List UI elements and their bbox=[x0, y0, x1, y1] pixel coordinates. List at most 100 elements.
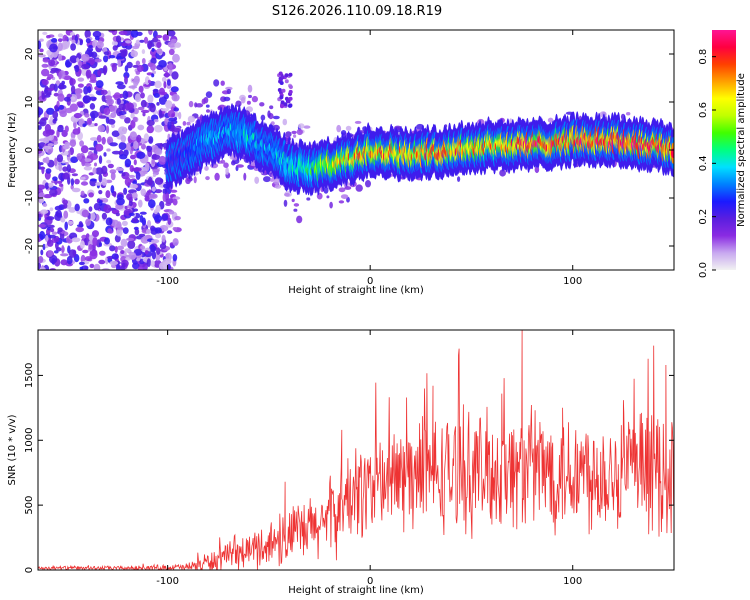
spectrogram-cell bbox=[120, 50, 127, 58]
spectrogram-cell bbox=[150, 63, 156, 71]
snr-xtick-label: 100 bbox=[563, 576, 582, 587]
spectrogram-cell bbox=[66, 164, 72, 173]
spectrogram-cell bbox=[173, 116, 178, 121]
snr-ytick-label: 1500 bbox=[24, 363, 35, 388]
spectrogram-cell bbox=[135, 60, 141, 66]
spectrogram-cell bbox=[150, 144, 159, 153]
spectrogram-cell bbox=[66, 255, 73, 265]
spectrogram-cell bbox=[58, 145, 63, 153]
spectrogram-cell bbox=[120, 135, 127, 143]
spectrogram-cell bbox=[79, 39, 83, 46]
spectrogram-cell bbox=[135, 171, 141, 180]
spectrogram-cell bbox=[62, 145, 70, 150]
spectrogram-cell bbox=[279, 81, 284, 85]
spectrogram-cell bbox=[42, 58, 50, 63]
spectrogram-cell bbox=[48, 59, 56, 67]
spectrogram-cell bbox=[143, 36, 149, 44]
spectrogram-cell bbox=[141, 143, 146, 150]
spectrogram-cell bbox=[122, 227, 129, 235]
spectrogram-ytick-label: -10 bbox=[24, 190, 35, 206]
spectrogram-cell bbox=[293, 208, 298, 212]
spectrogram-cell bbox=[54, 157, 58, 167]
spectrogram-cell bbox=[83, 162, 92, 167]
spectrogram-cell bbox=[205, 176, 210, 181]
spectrogram-cell bbox=[161, 213, 169, 221]
spectrogram-cell bbox=[70, 85, 76, 94]
spectrogram-cell bbox=[240, 96, 246, 104]
spectrogram-cell bbox=[38, 223, 46, 228]
spectrogram-cell bbox=[58, 183, 64, 187]
spectrogram-cell bbox=[51, 231, 58, 235]
spectrogram-cell bbox=[153, 93, 160, 98]
spectrogram-cell bbox=[120, 238, 128, 247]
spectrogram-cell bbox=[47, 74, 54, 79]
spectrogram-cell bbox=[124, 158, 132, 168]
spectrogram-cell bbox=[74, 203, 80, 212]
spectrogram-cell bbox=[100, 89, 108, 96]
spectrogram-cell bbox=[110, 112, 117, 119]
spectrogram-cell bbox=[162, 34, 170, 41]
spectrogram-cell bbox=[158, 91, 168, 96]
spectrogram-cell bbox=[283, 102, 288, 107]
spectrogram-cell bbox=[174, 216, 181, 221]
spectrogram-cell bbox=[123, 149, 129, 157]
spectrogram-cell bbox=[298, 123, 305, 129]
spectrogram-cell bbox=[144, 196, 150, 202]
spectrogram-cell bbox=[101, 198, 109, 203]
spectrogram-cell bbox=[281, 88, 286, 93]
spectrogram-cell bbox=[223, 162, 229, 168]
spectrogram-cell bbox=[109, 142, 118, 147]
spectrogram-cell bbox=[115, 212, 120, 217]
spectrogram-cell bbox=[78, 261, 85, 266]
spectrogram-cell bbox=[103, 152, 107, 157]
spectrogram-cell bbox=[144, 162, 150, 172]
spectrogram-cell bbox=[95, 182, 102, 186]
spectrogram-cell bbox=[111, 123, 115, 129]
spectrogram-cell bbox=[79, 140, 84, 147]
spectrogram-cell bbox=[74, 34, 78, 44]
spectrogram-cell bbox=[119, 115, 127, 120]
spectrogram-cell bbox=[111, 150, 121, 155]
spectrogram-cell bbox=[165, 202, 172, 206]
spectrogram-cell bbox=[49, 189, 58, 196]
spectrogram-cell bbox=[170, 189, 178, 193]
spectrogram-cell bbox=[59, 110, 67, 118]
spectrogram-cell bbox=[38, 107, 44, 116]
spectrogram-cell bbox=[280, 104, 284, 109]
spectrogram-cell bbox=[88, 192, 94, 198]
spectrogram-cell bbox=[38, 54, 46, 58]
spectrogram-cell bbox=[278, 77, 283, 82]
spectrogram-cell bbox=[282, 118, 288, 126]
spectrogram-cell bbox=[133, 140, 139, 150]
spectrogram-cell bbox=[156, 247, 161, 255]
spectrogram-cell bbox=[57, 227, 63, 233]
spectrogram-cell bbox=[150, 245, 157, 252]
spectrogram-cell bbox=[121, 172, 126, 177]
spectrogram-cell bbox=[109, 260, 119, 266]
spectrogram-cell bbox=[118, 142, 127, 150]
spectrogram-cell bbox=[143, 133, 149, 142]
spectrogram-cell bbox=[82, 123, 86, 128]
spectrogram-cell bbox=[156, 48, 163, 55]
spectrogram-cell bbox=[81, 53, 90, 62]
spectrogram-cell bbox=[124, 205, 128, 210]
spectrogram-cell bbox=[83, 166, 93, 171]
spectrogram-cell bbox=[154, 124, 163, 133]
spectrogram-cell bbox=[272, 115, 280, 120]
spectrogram-cell bbox=[89, 73, 97, 82]
spectrogram-cell bbox=[151, 159, 155, 165]
spectrogram-cell bbox=[205, 91, 213, 98]
spectrogram-cell bbox=[57, 124, 64, 133]
spectrogram-cell bbox=[95, 80, 104, 89]
spectrogram-cell bbox=[288, 85, 293, 89]
spectrogram-cell bbox=[131, 167, 140, 172]
spectrogram-cell bbox=[288, 89, 293, 94]
spectrogram-cell bbox=[46, 216, 55, 221]
spectrogram-cell bbox=[83, 158, 92, 163]
spectrogram-cell bbox=[55, 247, 62, 252]
spectrogram-ytick-label: 0 bbox=[24, 147, 35, 153]
spectrogram-cell bbox=[61, 80, 65, 85]
colorbar-tick-label: 0.2 bbox=[698, 209, 709, 225]
spectrogram-cell bbox=[58, 104, 65, 110]
